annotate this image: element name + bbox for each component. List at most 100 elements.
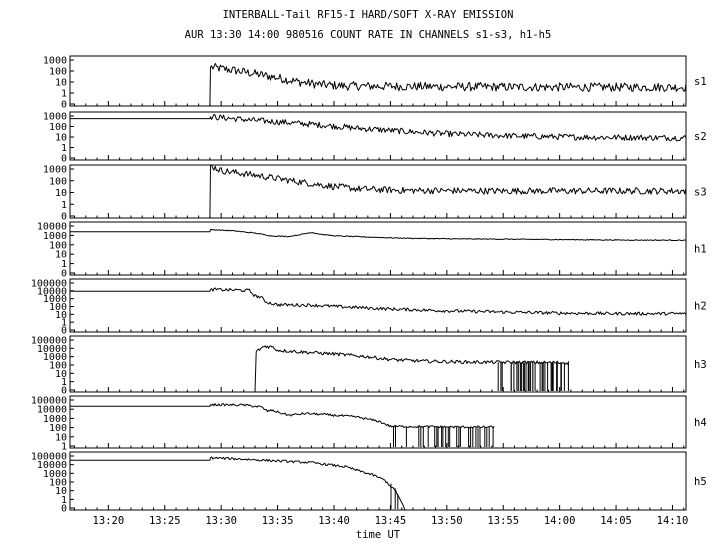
y-tick-label: 1000 [43,294,67,305]
channel-label-s3: s3 [694,187,707,199]
chart-subtitle: AUR 13:30 14:00 980516 COUNT RATE IN CHA… [185,29,552,41]
panel-frame [69,451,687,511]
y-tick-label: 10 [55,369,67,380]
y-tick-label: 1000 [43,414,67,425]
series-trace-h5 [70,456,406,511]
channel-label-h2: h2 [694,301,707,313]
series-trace-h3 [254,345,570,393]
panel-frame [69,221,687,276]
x-tick-label: 13:25 [149,515,181,527]
y-tick-label: 0 [61,386,67,397]
y-tick-label: 100000 [31,452,67,463]
channel-label-h4: h4 [694,417,707,429]
y-tick-label: 1000 [43,469,67,480]
y-tick-label: 1 [61,442,67,453]
x-tick-label: 13:20 [93,515,125,527]
y-tick-label: 1000 [43,231,67,242]
series-trace-s3 [209,164,687,219]
series-trace-h2 [70,287,687,316]
series-trace-s2 [70,113,687,142]
y-tick-label: 100 [49,176,67,187]
series-trace-h1 [70,229,687,242]
y-tick-label: 100 [49,423,67,434]
y-tick-label: 10000 [37,344,67,355]
dropout-spikes-h4 [393,426,494,447]
y-tick-label: 0 [61,504,67,515]
panel-frame [69,55,687,107]
y-tick-label: 100 [49,240,67,251]
x-tick-label: 13:50 [431,515,463,527]
y-tick-label: 1000 [43,56,67,67]
y-tick-label: 1000 [43,165,67,176]
y-tick-label: 0 [61,326,67,337]
y-tick-label: 10 [55,432,67,443]
y-tick-label: 1 [61,200,67,211]
x-tick-label: 13:55 [487,515,519,527]
x-tick-label: 13:40 [318,515,350,527]
y-tick-label: 0 [61,212,67,223]
y-tick-label: 1000 [43,112,67,123]
channel-label-s1: s1 [694,76,707,88]
panel-frame [69,335,687,393]
dropout-spikes-h3 [497,362,569,391]
chart-title: INTERBALL-Tail RF15-I HARD/SOFT X-RAY EM… [223,9,514,21]
y-tick-label: 100 [49,67,67,78]
panel-frame [69,164,687,219]
time-axis: 13:20 13:25 13:30 13:35 13:40 13:45 13:50 13:55… [74,101,689,527]
y-tick-label: 1000 [43,352,67,363]
x-tick-label: 13:45 [375,515,407,527]
y-tick-label: 100 [49,361,67,372]
x-tick-label: 14:05 [600,515,632,527]
y-tick-label: 10 [55,310,67,321]
panel-frame [69,278,687,333]
y-tick-label: 0 [61,269,67,280]
panel-frame [69,395,687,449]
y-tick-label: 10000 [37,286,67,297]
y-tick-label: 100000 [31,279,67,290]
channel-label-s2: s2 [694,131,707,143]
y-tick-label: 1 [61,89,67,100]
dropout-spikes-h5 [390,483,399,509]
y-tick-label: 1 [61,318,67,329]
y-tick-label: 10 [55,133,67,144]
x-tick-label: 13:30 [205,515,237,527]
y-tick-label: 10000 [37,405,67,416]
y-tick-label: 100000 [31,336,67,347]
y-tick-label: 10 [55,188,67,199]
y-tick-label: 100 [49,478,67,489]
y-tick-label: 10 [55,250,67,261]
x-tick-label: 14:10 [657,515,689,527]
y-tick-label: 100000 [31,396,67,407]
channel-label-h5: h5 [694,476,707,488]
y-tick-label: 100 [49,122,67,133]
y-tick-label: 1 [61,495,67,506]
panel-frame [69,111,687,161]
y-tick-label: 1 [61,143,67,154]
x-tick-label: 13:35 [262,515,294,527]
series-trace-s1 [209,62,687,107]
channel-label-h1: h1 [694,244,707,256]
y-tick-label: 10 [55,78,67,89]
y-tick-label: 1 [61,259,67,270]
channel-label-h3: h3 [694,359,707,371]
x-tick-label: 14:00 [544,515,576,527]
y-tick-label: 10 [55,486,67,497]
y-tick-label: 0 [61,154,67,165]
x-axis-label: time UT [356,529,401,541]
series-trace-h4 [70,403,495,429]
panel-stack: 10001001010s110001001010s210001001010s31… [31,55,707,515]
y-tick-label: 0 [61,100,67,111]
y-tick-label: 100 [49,302,67,313]
y-tick-label: 10000 [37,460,67,471]
y-tick-label: 1 [61,377,67,388]
y-tick-label: 10000 [37,222,67,233]
